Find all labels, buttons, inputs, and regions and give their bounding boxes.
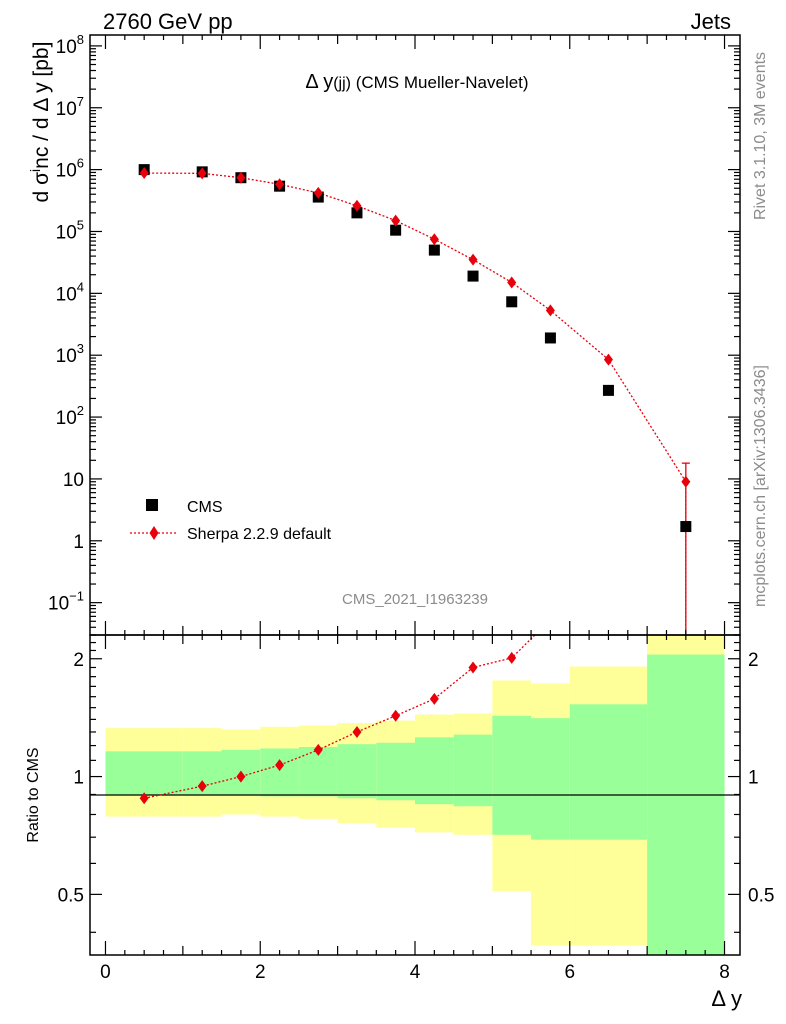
x-axis-label: Δ y	[711, 986, 742, 1011]
main-panel-frame	[89, 34, 741, 636]
legend-sherpa-label: Sherpa 2.2.9 default	[187, 526, 332, 543]
analysis-watermark: CMS_2021_I1963239	[342, 591, 488, 608]
energy-label: 2760 GeV pp	[103, 9, 233, 34]
x-tick-label: 2	[255, 962, 266, 983]
rivet-version-label: Rivet 3.1.10, 3M events	[752, 52, 769, 220]
ratio-sherpa-point	[313, 743, 323, 756]
ratio-series	[139, 635, 536, 805]
sherpa-point	[681, 475, 691, 488]
ratio-sherpa-point	[139, 792, 149, 805]
y-tick-label: 103	[56, 341, 84, 367]
cms-point	[602, 384, 614, 396]
legend: CMS Sherpa 2.2.9 default	[130, 499, 332, 543]
cms-point	[467, 270, 479, 282]
ratio-y-axis-label: Ratio to CMS	[25, 747, 42, 842]
sherpa-point	[429, 233, 439, 246]
ratio-sherpa-line	[144, 635, 536, 799]
band-inner-bin	[492, 715, 532, 835]
sherpa-point	[507, 276, 517, 289]
sherpa-point	[236, 171, 246, 184]
band-inner-bin	[415, 737, 454, 805]
sherpa-point	[352, 199, 362, 212]
y-tick-label: 107	[56, 94, 84, 120]
legend-cms-marker	[146, 499, 158, 511]
y-tick-label: 1	[73, 532, 84, 553]
band-inner-bin	[569, 704, 648, 840]
y-tick-label: 104	[56, 279, 84, 305]
cms-point	[506, 296, 518, 308]
band-inner-bin	[531, 718, 570, 840]
y-tick-label: 105	[56, 217, 84, 243]
y-tick-label: 108	[56, 32, 84, 58]
mcplots-label: mcplots.cern.ch [arXiv:1306.3436]	[752, 365, 769, 607]
legend-cms-label: CMS	[187, 499, 223, 516]
band-inner-bin	[453, 734, 493, 807]
ratio-sherpa-point	[236, 770, 246, 783]
y-tick-label: 106	[56, 156, 84, 182]
ratio-y-tick-label-left: 0.5	[58, 885, 84, 906]
y-tick-label: 10−1	[48, 589, 84, 615]
x-tick-label: 4	[410, 962, 421, 983]
ratio-sherpa-point	[391, 709, 401, 722]
band-inner-bin	[337, 744, 377, 799]
main-y-axis-label: d σinc / d Δ y [pb]	[27, 42, 53, 203]
sherpa-point	[313, 186, 323, 199]
sherpa-point	[468, 253, 478, 266]
ratio-y-tick-label-left: 1	[73, 768, 84, 789]
legend-sherpa-marker	[149, 526, 159, 540]
ratio-y-tick-label-right: 0.5	[748, 885, 774, 906]
x-tick-label: 6	[564, 962, 575, 983]
band-inner-bin	[105, 751, 183, 795]
sherpa-point	[545, 304, 555, 317]
cms-point	[390, 224, 402, 236]
sherpa-point	[603, 353, 613, 366]
cms-point	[428, 244, 440, 256]
plot-title: Δ y(jj) (CMS Mueller-Navelet)	[305, 71, 528, 93]
main-series	[138, 164, 692, 635]
band-inner-bin	[647, 654, 725, 955]
x-tick-label: 0	[100, 962, 111, 983]
ratio-sherpa-point	[507, 651, 517, 664]
band-inner-bin	[260, 748, 299, 797]
ratio-y-tick-label-right: 1	[748, 768, 759, 789]
ratio-sherpa-point	[275, 759, 285, 772]
ratio-sherpa-point	[468, 661, 478, 674]
cms-point	[680, 521, 692, 533]
x-tick-label: 8	[719, 962, 730, 983]
sherpa-point	[139, 167, 149, 180]
ratio-y-tick-label-right: 2	[748, 650, 759, 671]
ratio-sherpa-point	[352, 725, 362, 738]
sherpa-point	[275, 178, 285, 191]
sherpa-line	[144, 172, 687, 635]
cms-point	[544, 332, 556, 344]
y-tick-label: 102	[56, 403, 84, 429]
y-tick-label: 10	[63, 470, 84, 491]
sherpa-point	[391, 214, 401, 227]
cms-point	[351, 207, 363, 219]
ratio-sherpa-point	[197, 780, 207, 793]
sherpa-point	[197, 167, 207, 180]
band-inner-bin	[376, 742, 415, 801]
process-label: Jets	[691, 9, 731, 34]
ratio-y-tick-label-left: 2	[73, 650, 84, 671]
ratio-sherpa-point	[429, 692, 439, 705]
